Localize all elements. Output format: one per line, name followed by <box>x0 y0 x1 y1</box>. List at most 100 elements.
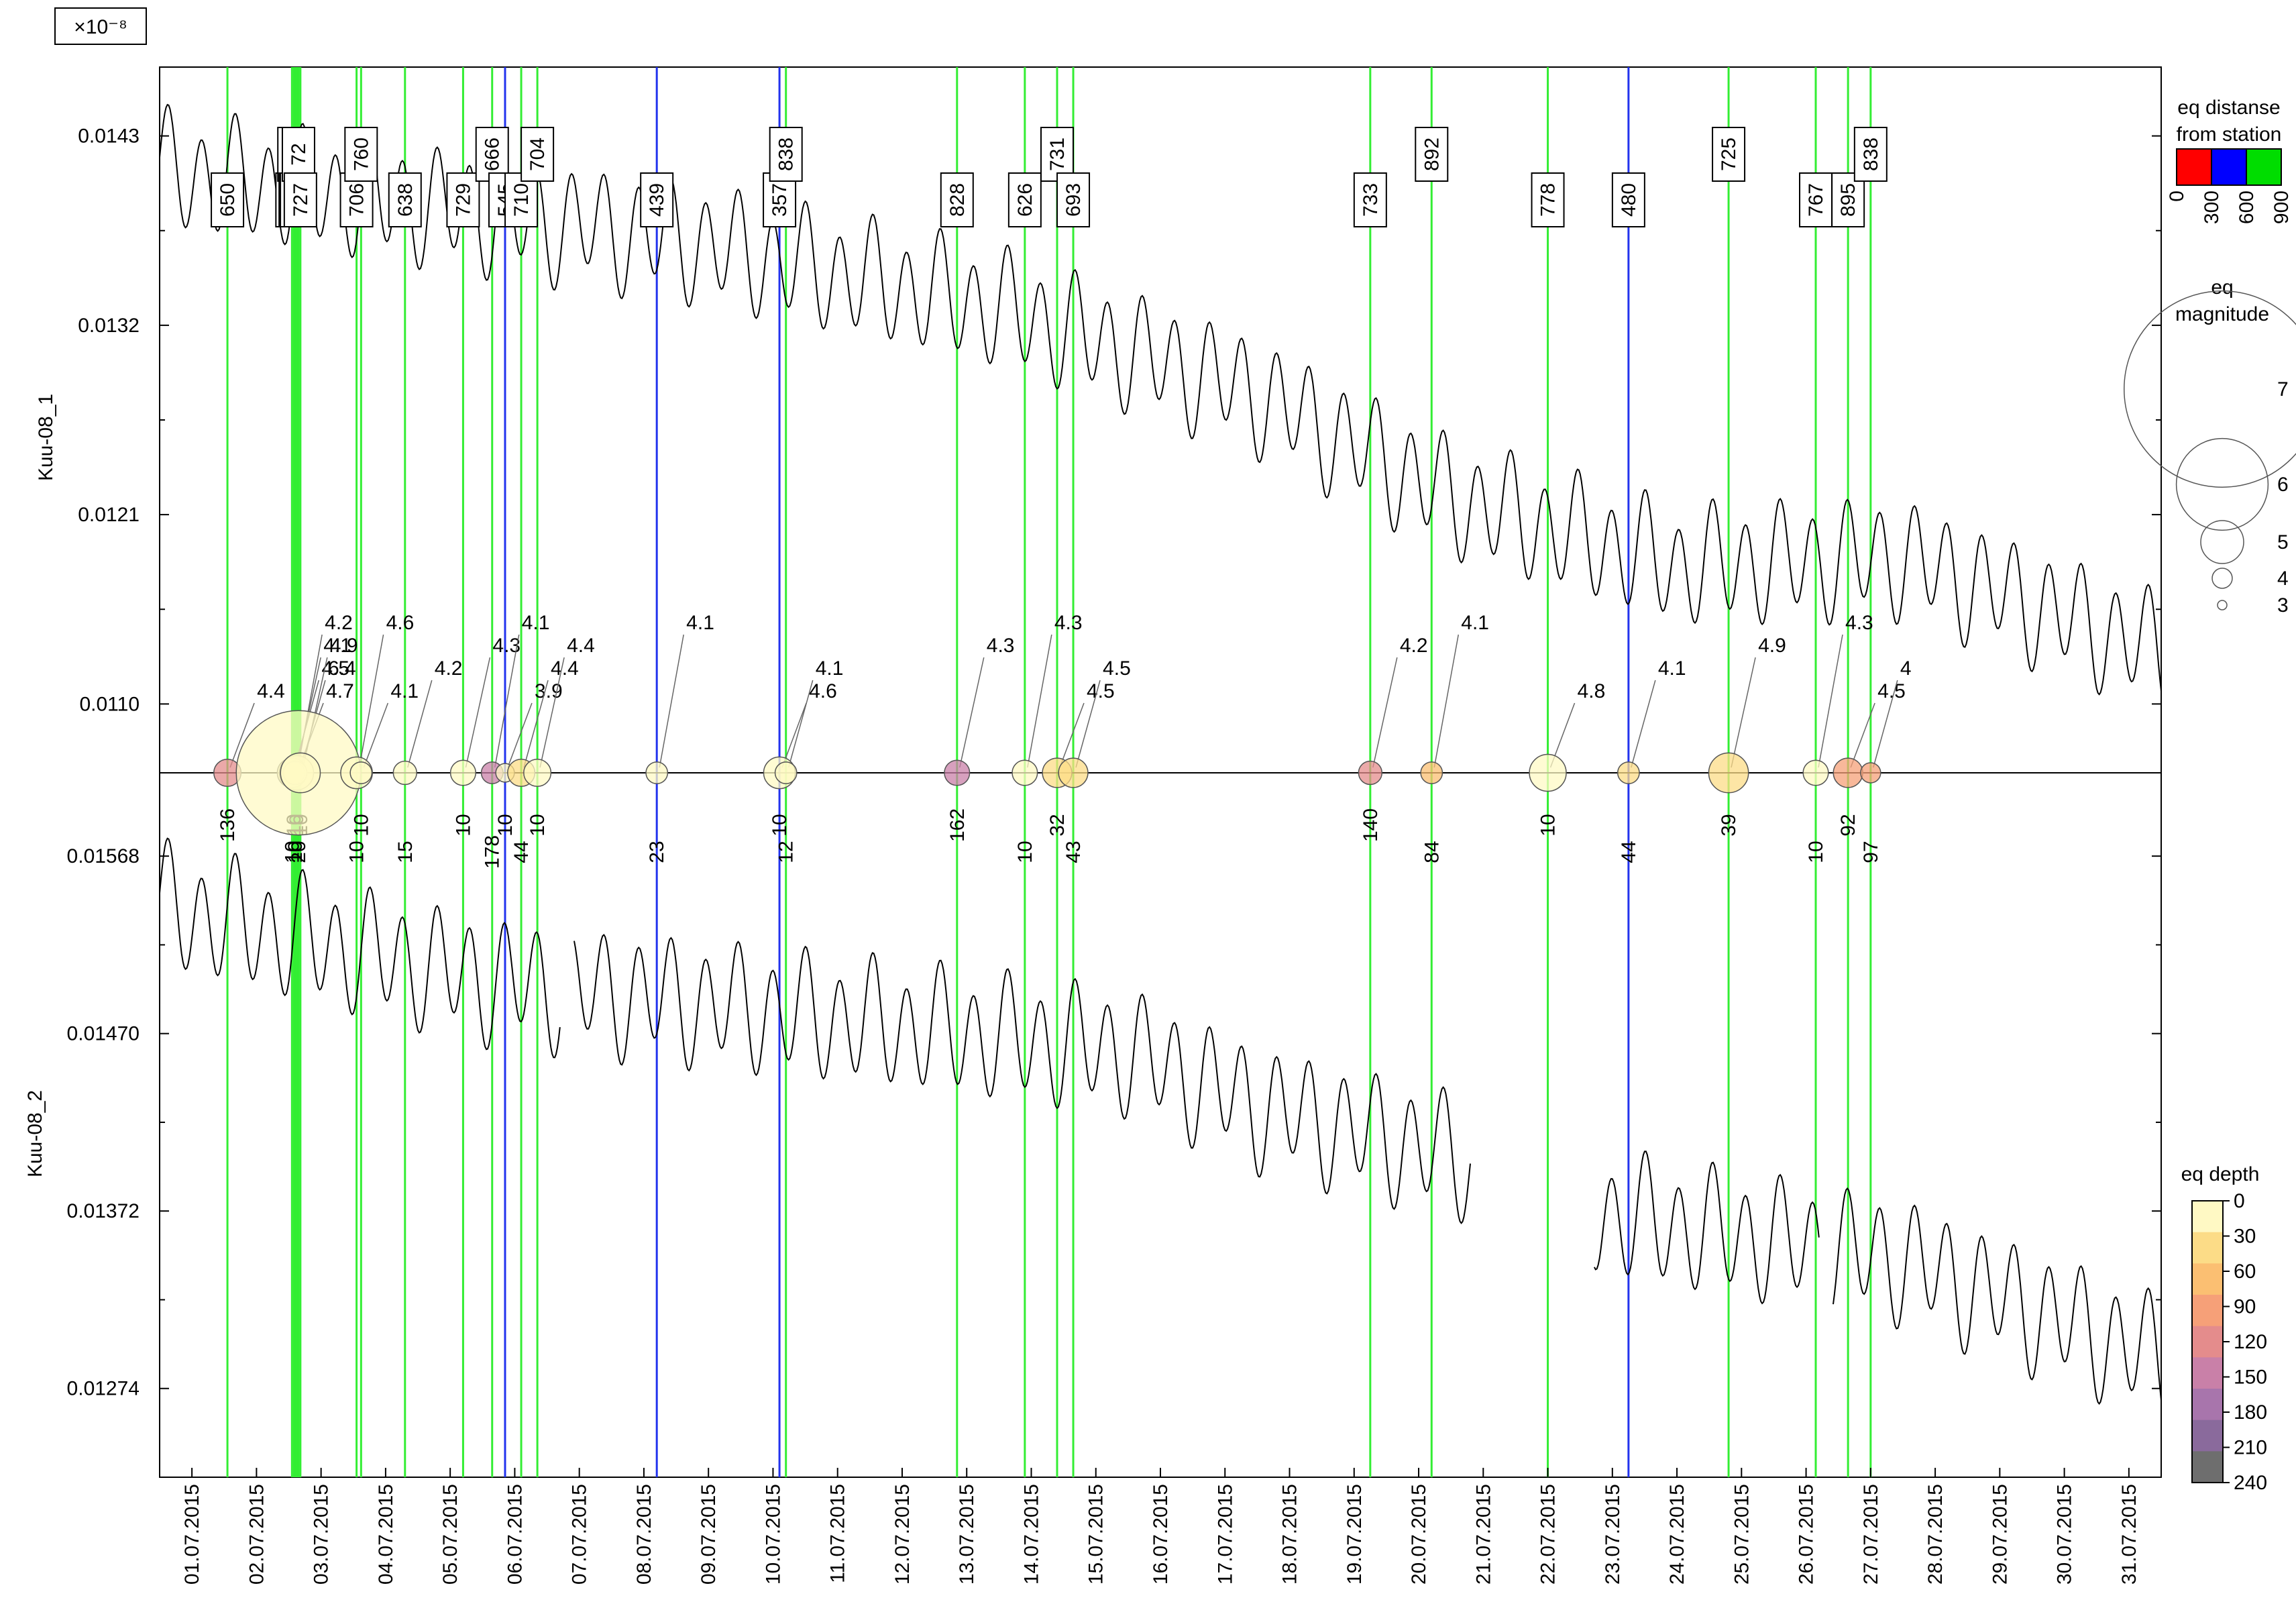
xtick-label-15: 16.07.2015 <box>1150 1484 1172 1585</box>
depth-label-26: 39 <box>1718 814 1740 836</box>
dist-label-text-26: 725 <box>1718 138 1740 171</box>
mag-label-14: 4.4 <box>567 635 595 657</box>
legend-magnitude-circle-1 <box>2175 437 2269 531</box>
dist-label-box-9 <box>388 172 422 227</box>
mag-label-8: 4.1 <box>390 680 419 702</box>
dist-label-box-27 <box>1799 172 1833 227</box>
ylabel-kuu-08-2: Kuu-08_2 <box>24 1090 46 1177</box>
xtick-label-20: 21.07.2015 <box>1472 1484 1494 1585</box>
dist-label-27: 767 <box>1799 172 1833 227</box>
legend-depth-swatch-4 <box>2192 1326 2223 1358</box>
mag-label-27: 4.3 <box>1845 612 1873 634</box>
mag-leader-25 <box>1631 680 1656 768</box>
ytick-label-1-2: 0.0132 <box>78 315 140 337</box>
dist-label-21: 693 <box>1056 172 1091 227</box>
depth-label-17: 12 <box>775 841 798 863</box>
depth-label-11: 178 <box>482 835 504 869</box>
dist-label-text-9: 638 <box>394 183 417 217</box>
eq-bubble-19 <box>1012 759 1038 786</box>
xtick-label-7: 08.07.2015 <box>633 1484 655 1585</box>
eq-bubble-23 <box>1420 761 1443 784</box>
xtick-label-13: 14.07.2015 <box>1020 1484 1042 1585</box>
legend-distance-tick-0: 0 <box>2166 191 2188 202</box>
dist-label-text-27: 767 <box>1805 183 1827 217</box>
dist-label-text-11: 666 <box>482 138 504 171</box>
mag-leader-21 <box>1075 680 1101 768</box>
legend-depth-label-1: 30 <box>2234 1226 2256 1248</box>
mag-label-2: 4.1 <box>323 635 351 657</box>
mag-label-18: 4.3 <box>987 635 1015 657</box>
xtick-label-21: 22.07.2015 <box>1537 1484 1560 1585</box>
dist-label-box-7 <box>339 172 374 227</box>
line-kuu-08-2 <box>159 837 2162 1405</box>
mag-label-22: 4.2 <box>1400 635 1428 657</box>
legend-magnitude-title-1: eq <box>2211 276 2233 299</box>
mag-leader-15 <box>659 634 684 768</box>
xtick-label-26: 27.07.2015 <box>1860 1484 1882 1585</box>
eq-bubble-22 <box>1358 760 1383 786</box>
eq-bubble-6 <box>280 752 321 794</box>
legend-depth-label-8: 240 <box>2234 1472 2267 1494</box>
dist-label-10: 729 <box>446 172 480 227</box>
mag-label-16: 4.6 <box>809 680 837 702</box>
dist-label-text-15: 439 <box>646 183 668 217</box>
ytick-label-2-0: 0.01274 <box>67 1378 140 1400</box>
mag-label-5: 6.4 <box>328 657 356 680</box>
depth-label-3: 10 <box>284 841 307 863</box>
mag-label-15: 4.1 <box>686 612 714 634</box>
dist-label-text-25: 480 <box>1618 183 1640 217</box>
dist-label-26: 725 <box>1712 127 1746 182</box>
mag-leader-14 <box>539 657 565 768</box>
legend-depth-swatch-1 <box>2192 1232 2223 1264</box>
mag-label-29: 4 <box>1900 657 1912 680</box>
dist-label-box-6 <box>283 172 317 227</box>
mag-label-10: 4.3 <box>492 635 521 657</box>
dist-label-box-21 <box>1056 172 1091 227</box>
depth-label-25: 44 <box>1618 841 1640 863</box>
legend-distance-swatch-0 <box>2176 148 2212 186</box>
dist-label-text-24: 778 <box>1537 183 1560 217</box>
mag-label-6: 4.9 <box>330 635 358 657</box>
ytick-label-2-3: 0.01568 <box>67 845 140 867</box>
depth-label-21: 43 <box>1062 841 1085 863</box>
depth-label-7: 10 <box>346 841 368 863</box>
dist-label-8: 760 <box>344 127 378 182</box>
depth-label-19: 10 <box>1014 841 1036 863</box>
legend-depth-swatch-2 <box>2192 1263 2223 1295</box>
mag-leader-26 <box>1731 657 1756 768</box>
dist-label-box-0 <box>211 172 245 227</box>
mag-label-17: 4.1 <box>816 657 844 680</box>
dist-label-box-24 <box>1531 172 1565 227</box>
dist-label-text-18: 828 <box>946 183 969 217</box>
ytick-label-1-3: 0.0143 <box>78 125 140 148</box>
dist-label-text-8: 760 <box>350 138 372 171</box>
xtick-label-28: 29.07.2015 <box>1989 1484 2011 1585</box>
dist-label-box-18 <box>940 172 974 227</box>
dist-label-text-28: 895 <box>1837 183 1859 217</box>
depth-label-23: 84 <box>1421 841 1443 863</box>
mag-label-13: 4.4 <box>551 657 579 680</box>
ytick-label-2-2: 0.01470 <box>67 1023 140 1045</box>
xtick-label-10: 11.07.2015 <box>827 1484 849 1583</box>
dist-label-22: 733 <box>1353 172 1387 227</box>
dist-label-text-0: 650 <box>217 183 239 217</box>
legend-distance-swatch-1 <box>2211 148 2247 186</box>
dist-label-text-22: 733 <box>1360 183 1382 217</box>
dist-label-box-5 <box>281 127 315 182</box>
depth-label-16: 10 <box>769 814 791 836</box>
eq-bubble-10 <box>449 759 476 786</box>
dist-label-text-16: 357 <box>769 183 791 217</box>
mag-leader-9 <box>407 680 433 768</box>
mag-leader-12 <box>507 702 533 768</box>
legend-depth-label-7: 210 <box>2234 1437 2267 1459</box>
mag-leader-0 <box>229 702 255 768</box>
legend-magnitude-title-2: magnitude <box>2175 303 2269 325</box>
depth-label-5: 20 <box>288 841 310 863</box>
dist-label-box-23 <box>1415 127 1449 182</box>
xtick-label-30: 31.07.2015 <box>2118 1484 2140 1585</box>
dist-label-9: 638 <box>388 172 422 227</box>
eq-bubble-17 <box>774 761 798 784</box>
dist-label-11: 666 <box>475 127 509 182</box>
dist-label-19: 626 <box>1007 172 1042 227</box>
